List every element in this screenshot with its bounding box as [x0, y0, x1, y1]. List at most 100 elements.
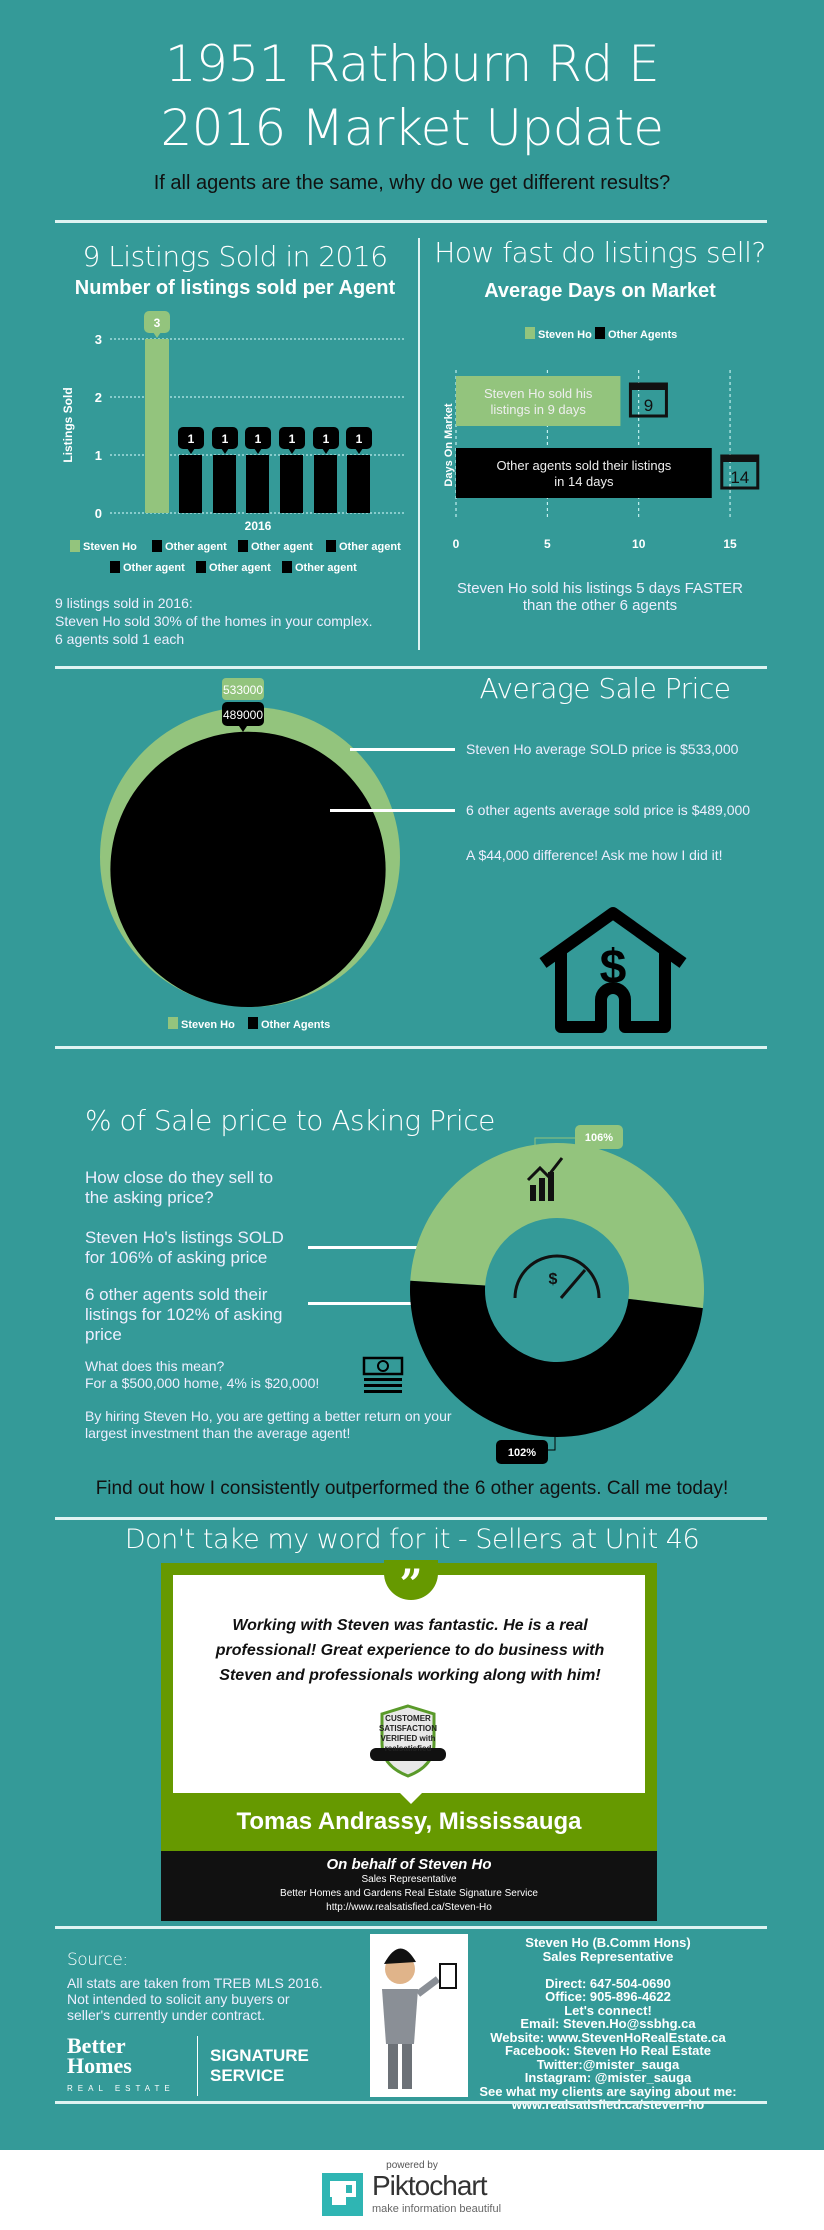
contact-line: See what my clients are saying about me: — [479, 2083, 737, 2099]
sale-price-chart: 533000 489000 Steven Ho Other Agents — [100, 678, 400, 1031]
data-label-bubble — [144, 311, 170, 333]
days-chart-title: Average Days on Market — [484, 280, 716, 302]
data-label-bubble — [222, 702, 264, 726]
data-label-pointer — [322, 448, 330, 454]
reviewer-name: Tomas Andrassy, Mississauga — [236, 1808, 582, 1835]
legend-swatch — [70, 540, 80, 552]
ratio-hire: By hiring Steven Ho, you are getting a b… — [85, 1408, 452, 1441]
pie-other-agents — [110, 731, 386, 1007]
data-label-bubble — [212, 427, 238, 449]
legend-swatch — [168, 1017, 178, 1029]
bar-other-agent — [280, 455, 303, 513]
column-divider — [418, 238, 420, 650]
y-tick-label: 2 — [95, 390, 102, 405]
data-label-pointer — [187, 448, 195, 454]
days-caption: Steven Ho sold his listings 5 days FASTE… — [457, 580, 743, 614]
gauge-needle — [559, 1269, 587, 1299]
x-tick-label: 10 — [632, 537, 646, 551]
legend-swatch — [110, 561, 120, 573]
leader-line — [308, 1246, 448, 1249]
icon-bar — [530, 1185, 536, 1201]
legend-swatch — [525, 327, 535, 339]
testimonial-quote: Working with Steven was fantastic. He is… — [215, 1617, 605, 1684]
data-label: 1 — [356, 432, 363, 446]
bar-other-agents — [456, 448, 712, 498]
data-label-bubble — [245, 427, 271, 449]
divider — [55, 220, 767, 223]
legend-label: Other Agents — [261, 1019, 330, 1031]
contact-line: Instagram: @mister_sauga — [524, 2070, 692, 2085]
subtitle: If all agents are the same, why do we ge… — [153, 172, 671, 194]
contact-line: Sales Representative — [542, 1948, 674, 1964]
data-label-bubble — [178, 427, 204, 449]
contact-line: Let's connect! — [564, 2002, 652, 2018]
donut-steven-ho — [410, 1142, 705, 1309]
ratio-meaning: What does this mean? For a $500,000 home,… — [85, 1358, 320, 1391]
y-tick-label: 1 — [95, 448, 102, 463]
data-label: 1 — [289, 432, 296, 446]
contact-line: Twitter:@mister_sauga — [536, 2056, 680, 2072]
icon-bar — [548, 1172, 554, 1201]
contact-line: Steven Ho (B.Comm Hons) — [525, 1935, 691, 1950]
legend-label: Other agent — [295, 562, 357, 574]
page-title: 1951 Rathburn Rd E 2016 Market Update — [160, 35, 665, 157]
ratio-title: % of Sale price to Asking Price — [85, 1104, 495, 1137]
bar-other-agent — [246, 455, 269, 513]
contact-line: Office: 905-896-4622 — [545, 1989, 671, 2004]
data-label: 489000 — [223, 708, 263, 722]
legend-label: Other agent — [339, 541, 401, 553]
data-label-bubble — [279, 427, 305, 449]
svg-text:$: $ — [600, 941, 627, 994]
days-bar-chart: 0 5 10 15 Steven Ho Other Agents Days On Marke… — [443, 327, 760, 551]
house-dollar-icon: $ — [539, 907, 687, 1033]
bar-label: listings in 9 days — [491, 402, 587, 417]
x-tick-label: 5 — [544, 537, 551, 551]
icon-trend — [526, 1157, 564, 1182]
realsatisfied-verified-badge — [370, 1704, 446, 1778]
label-leader — [548, 1437, 556, 1451]
data-label: 533000 — [223, 683, 263, 697]
powered-by: powered by — [386, 2160, 438, 2171]
y-tick-label: 3 — [95, 332, 102, 347]
gauge-arc — [513, 1254, 601, 1299]
bar-label: Steven Ho sold his — [484, 386, 593, 401]
price-difference: A $44,000 difference! Ask me how I did i… — [466, 847, 723, 863]
data-label: 1 — [188, 432, 195, 446]
donut-other-agents — [410, 1280, 703, 1437]
data-label-pointer — [355, 448, 363, 454]
call-to-action: Find out how I consistently outperformed… — [95, 1478, 729, 1499]
data-label: 1 — [255, 432, 262, 446]
icon-bar — [539, 1178, 545, 1201]
bar-label: Other agents sold their listings — [496, 458, 671, 473]
badge-text: CUSTOMER SATISFACTION VERIFIED with real… — [378, 1714, 438, 1753]
bar-other-agent — [179, 455, 202, 513]
data-label-pointer — [221, 448, 229, 454]
legend-label: Other agent — [165, 541, 227, 553]
piktochart-logo-icon — [322, 2173, 363, 2216]
data-label-pointer — [239, 726, 247, 732]
agent-photo — [370, 1934, 468, 2097]
y-tick-label: 0 — [95, 506, 102, 521]
speech-pointer — [400, 1793, 422, 1815]
divider — [55, 1517, 767, 1520]
data-label-bubble — [346, 427, 372, 449]
bar-other-agent — [213, 455, 236, 513]
bar-chart-title: Number of listings sold per Agent — [74, 277, 396, 299]
ratio-donut-chart: 106% 102% $ — [410, 1125, 705, 1464]
legend-label: Steven Ho — [181, 1019, 235, 1031]
data-label-pointer — [254, 448, 262, 454]
ratio-question: How close do they sell to the asking pri… — [85, 1168, 274, 1207]
price-steven: Steven Ho average SOLD price is $533,000 — [466, 741, 739, 757]
contact-line — [478, 1963, 738, 1977]
x-tick-label: 0 — [453, 537, 460, 551]
contact-line[interactable]: Email: Steven.Ho@ssbhg.ca — [520, 2016, 696, 2031]
leader-line — [308, 1302, 448, 1305]
legend-swatch — [282, 561, 292, 573]
ratio-others: 6 other agents sold their listings for 1… — [85, 1285, 283, 1344]
contact-line[interactable]: Website: www.StevenHoRealEstate.ca — [490, 2029, 726, 2045]
legend-label: Other agent — [209, 562, 271, 574]
dollar-sign: $ — [549, 1271, 558, 1288]
leader-line — [350, 748, 455, 751]
contact-line: Direct: 647-504-0690 — [545, 1975, 671, 1991]
bar-steven-ho — [145, 339, 169, 513]
